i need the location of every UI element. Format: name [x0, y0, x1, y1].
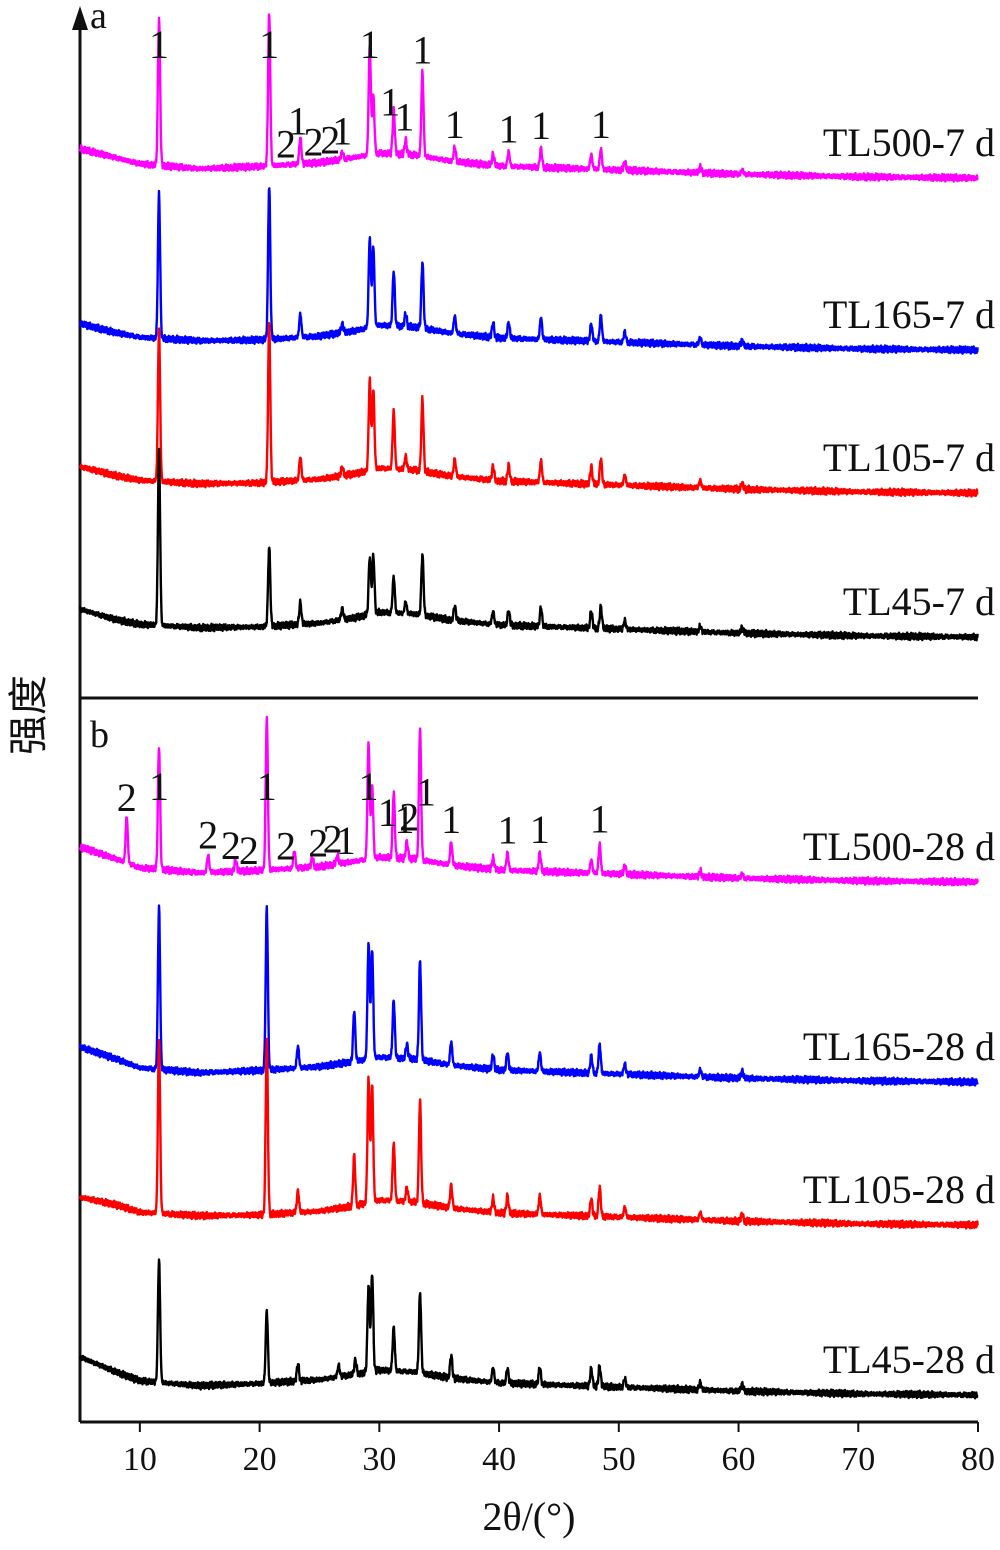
peak-marker-label: 2: [276, 122, 296, 167]
series-line-TL45-28-d: [78, 1258, 979, 1400]
x-tick-label: 40: [482, 1441, 516, 1478]
series-line-TL500-28-d: [78, 715, 979, 887]
series-label: TL105-7 d: [823, 435, 995, 480]
peak-marker-label: 1: [441, 797, 461, 842]
series-label: TL105-28 d: [803, 1167, 995, 1212]
x-tick-label: 10: [123, 1441, 157, 1478]
peak-marker-label: 1: [259, 22, 279, 67]
peak-marker-label: 1: [149, 764, 169, 809]
series-line-TL500-7-d: [78, 13, 979, 183]
series-line-TL165-7-d: [79, 187, 979, 355]
y-axis-label: 强度: [6, 675, 51, 755]
peak-marker-label: 1: [591, 102, 611, 147]
y-axis-arrow: [72, 6, 88, 30]
peak-marker-label: 2: [320, 117, 340, 162]
peak-marker-label: 1: [416, 769, 436, 814]
x-tick-label: 70: [841, 1441, 875, 1478]
peak-marker-label: 1: [288, 99, 308, 144]
series-line-TL105-7-d: [78, 321, 979, 498]
peak-marker-label: 2: [303, 120, 323, 165]
x-tick-label: 50: [602, 1441, 636, 1478]
peak-marker-label: 1: [257, 764, 277, 809]
peak-marker-label: 2: [276, 823, 296, 868]
peak-marker-label: 1: [530, 807, 550, 852]
labels: 10 20 30 40 50 60 70 80 2θ/(°) 强度 a TL500-7 d TL165-…: [6, 0, 995, 1539]
panel-label-b: b: [90, 714, 109, 756]
peak-marker-label: 1: [412, 28, 432, 73]
x-tick-label: 80: [961, 1441, 995, 1478]
peak-marker-label: 1: [360, 22, 380, 67]
peak-marker-label: 1: [394, 95, 414, 140]
series-label: TL500-28 d: [803, 824, 995, 869]
peak-marker-label: 2: [308, 820, 328, 865]
series-label: TL165-28 d: [803, 1024, 995, 1069]
series-line-TL165-28-d: [78, 904, 979, 1087]
series-label: TL165-7 d: [823, 292, 995, 337]
peak-marker-label: 1: [531, 103, 551, 148]
peak-marker-label: 1: [497, 808, 517, 853]
series-label: TL500-7 d: [823, 120, 995, 165]
peak-marker-label: 1: [380, 79, 400, 124]
peak-marker-label: 2: [117, 775, 137, 820]
peak-marker-label: 2: [221, 823, 241, 868]
series-label: TL45-7 d: [843, 579, 995, 624]
series-line-TL45-7-d: [78, 447, 979, 642]
x-axis-label: 2θ/(°): [483, 1494, 576, 1539]
peak-marker-label: 1: [378, 790, 398, 835]
series-label: TL45-28 d: [823, 1337, 995, 1382]
axes: [72, 6, 979, 1432]
peak-marker-label: 2: [323, 817, 343, 862]
peak-marker-label: 2: [198, 813, 218, 858]
peak-marker-label: 1: [332, 108, 352, 153]
peak-marker-label: 1: [445, 102, 465, 147]
x-tick-label: 60: [722, 1441, 756, 1478]
peak-marker-label: 1: [590, 796, 610, 841]
series-line-TL105-28-d: [78, 1037, 979, 1230]
peak-marker-label: 1: [394, 797, 414, 842]
peak-marker-label: 1: [499, 106, 519, 151]
x-tick-label: 30: [362, 1441, 396, 1478]
x-tick-label: 20: [243, 1441, 277, 1478]
traces: [78, 13, 979, 1400]
peak-marker-label: 2: [239, 828, 259, 873]
panel-label-a: a: [90, 0, 107, 37]
peak-marker-label: 1: [336, 818, 356, 863]
peak-marker-label: 1: [359, 764, 379, 809]
peak-marker-label: 2: [399, 795, 419, 840]
peak-marker-label: 1: [149, 22, 169, 67]
